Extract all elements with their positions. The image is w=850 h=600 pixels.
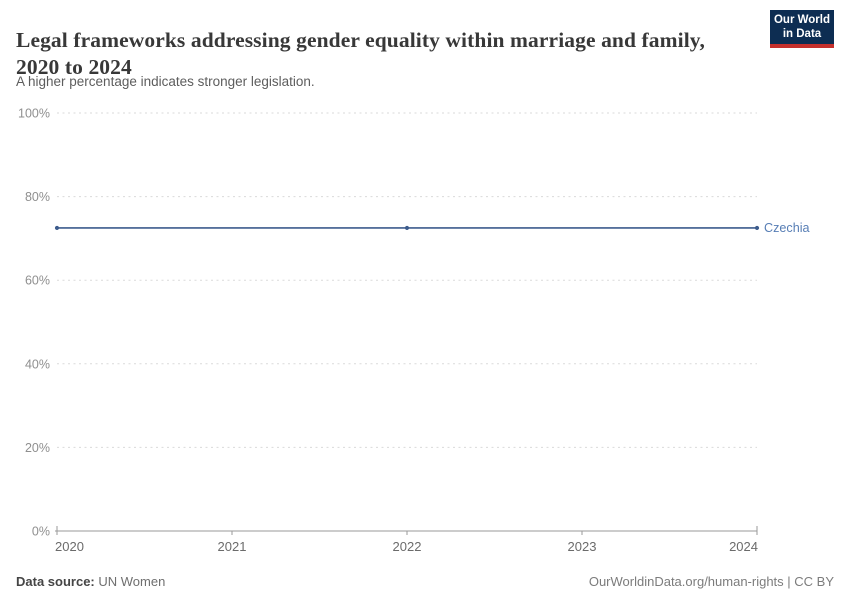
- y-tick-label: 60%: [25, 274, 50, 288]
- x-tick-label: 2023: [568, 539, 597, 554]
- chart-subtitle: A higher percentage indicates stronger l…: [16, 74, 315, 89]
- y-tick-label: 80%: [25, 190, 50, 204]
- y-tick-label: 0%: [32, 525, 50, 539]
- data-source-value: UN Women: [98, 574, 166, 589]
- x-tick-label: 2020: [55, 539, 84, 554]
- y-tick-label: 40%: [25, 357, 50, 371]
- x-tick-label: 2022: [393, 539, 422, 554]
- series-marker: [754, 225, 760, 231]
- y-tick-label: 100%: [18, 107, 50, 121]
- data-source: Data source: UN Women: [16, 574, 165, 589]
- y-tick-label: 20%: [25, 441, 50, 455]
- chart-title: Legal frameworks addressing gender equal…: [16, 28, 705, 79]
- owid-license-link[interactable]: OurWorldinData.org/human-rights | CC BY: [588, 574, 834, 589]
- entity-label[interactable]: Czechia: [764, 221, 810, 235]
- x-tick-label: 2021: [218, 539, 247, 554]
- owid-logo-line1: Our World: [773, 13, 830, 26]
- owid-logo[interactable]: Our World in Data: [770, 10, 834, 48]
- x-tick-label: 2024: [729, 539, 758, 554]
- series-marker: [54, 225, 60, 231]
- owid-logo-line2: in Data: [782, 28, 822, 40]
- data-source-label: Data source:: [16, 574, 95, 589]
- series-marker: [404, 225, 410, 231]
- chart-footer: Data source: UN Women OurWorldinData.org…: [16, 574, 834, 589]
